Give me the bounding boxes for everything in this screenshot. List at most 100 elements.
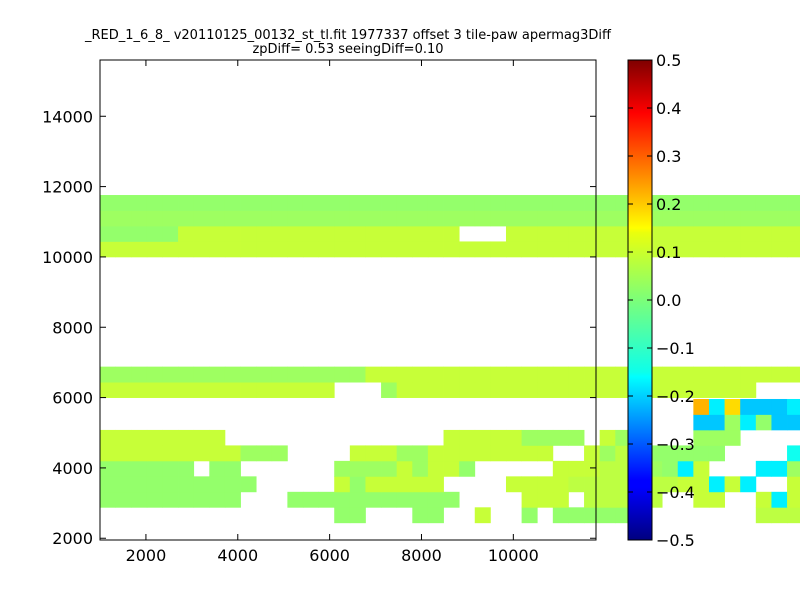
heatmap-cell <box>100 429 117 446</box>
heatmap-cell <box>443 460 460 477</box>
heatmap-cell <box>740 241 757 258</box>
heatmap-cell <box>271 382 288 398</box>
colorbar-tick-label: −0.4 <box>656 483 695 502</box>
heatmap-cell <box>724 210 741 227</box>
heatmap-cell <box>100 445 117 462</box>
heatmap-cell <box>771 225 788 242</box>
heatmap-cell <box>318 225 335 242</box>
heatmap-cell <box>209 195 226 211</box>
heatmap-cell <box>412 476 429 493</box>
heatmap-cell <box>740 366 757 383</box>
heatmap-cell <box>615 241 632 258</box>
heatmap-cell <box>240 445 257 462</box>
heatmap-cell <box>178 460 195 477</box>
heatmap-cell <box>521 429 538 446</box>
heatmap-cell <box>755 414 772 431</box>
y-tick-label: 12000 <box>42 178 93 197</box>
heatmap-cell <box>100 366 117 383</box>
heatmap-cell <box>584 210 601 227</box>
heatmap-cell <box>240 476 257 493</box>
heatmap-cell <box>599 445 616 462</box>
heatmap-cell <box>787 476 800 493</box>
heatmap-cell <box>662 382 679 398</box>
heatmap-cell <box>771 460 788 477</box>
heatmap-cell <box>412 382 429 398</box>
heatmap-cell <box>537 210 554 227</box>
heatmap-cell <box>115 445 132 462</box>
heatmap-cell <box>412 507 429 524</box>
heatmap-cell <box>318 241 335 258</box>
heatmap-cell <box>693 195 710 211</box>
plot-area: 2000 4000 6000 8000 10000 2000 4000 6000 8000 10… <box>42 59 800 565</box>
heatmap-cell <box>381 210 398 227</box>
heatmap-cell <box>490 382 507 398</box>
heatmap-cell <box>537 225 554 242</box>
heatmap-cell <box>146 225 163 242</box>
heatmap-cell <box>662 195 679 211</box>
heatmap-cell <box>209 445 226 462</box>
heatmap-cell <box>131 210 148 227</box>
y-tick-label: 4000 <box>52 459 93 478</box>
heatmap-cell <box>693 210 710 227</box>
heatmap-cell <box>584 366 601 383</box>
heatmap-cell <box>708 225 725 242</box>
heatmap-cell <box>537 429 554 446</box>
heatmap-cell <box>615 366 632 383</box>
heatmap-cell <box>365 476 382 493</box>
heatmap-cell <box>100 210 117 227</box>
heatmap-cell <box>334 225 351 242</box>
heatmap-cell <box>256 210 273 227</box>
y-tick-label: 10000 <box>42 248 93 267</box>
heatmap-cell <box>568 476 585 493</box>
heatmap-cell <box>505 429 522 446</box>
heatmap-cell <box>334 210 351 227</box>
heatmap-cell <box>131 366 148 383</box>
colorbar-tick-label: −0.3 <box>656 435 695 454</box>
heatmap-cell <box>115 241 132 258</box>
heatmap-cell <box>240 210 257 227</box>
heatmap-cell <box>584 491 601 508</box>
heatmap-cell <box>334 195 351 211</box>
heatmap-cell <box>162 195 179 211</box>
heatmap-cell <box>724 195 741 211</box>
heatmap-cell <box>193 210 210 227</box>
heatmap-cell <box>662 476 679 493</box>
heatmap-cell <box>334 476 351 493</box>
heatmap-cell <box>771 195 788 211</box>
heatmap-cell <box>474 195 491 211</box>
heatmap-cell <box>740 225 757 242</box>
heatmap-cell <box>256 195 273 211</box>
heatmap-cell <box>162 445 179 462</box>
heatmap-cell <box>334 491 351 508</box>
heatmap-cell <box>552 429 569 446</box>
heatmap-cell <box>209 382 226 398</box>
heatmap-cell <box>708 429 725 446</box>
heatmap-cell <box>740 476 757 493</box>
heatmap-cell <box>552 476 569 493</box>
heatmap-cell <box>240 241 257 258</box>
heatmap-cell <box>365 366 382 383</box>
heatmap-cell <box>224 382 241 398</box>
heatmap-cell <box>459 382 476 398</box>
heatmap-cell <box>178 210 195 227</box>
heatmap-cell <box>381 366 398 383</box>
heatmap-cell <box>490 195 507 211</box>
heatmap-cell <box>521 476 538 493</box>
heatmap-cell <box>787 460 800 477</box>
heatmap-cell <box>162 210 179 227</box>
heatmap-cell <box>193 241 210 258</box>
heatmap-cell <box>677 476 694 493</box>
heatmap-cell <box>256 225 273 242</box>
chart-subtitle: zpDiff= 0.53 seeingDiff=0.10 <box>252 42 443 57</box>
heatmap-cell <box>693 476 710 493</box>
heatmap-cell <box>537 195 554 211</box>
heatmap-cell <box>724 476 741 493</box>
heatmap-cell <box>771 241 788 258</box>
heatmap-cell <box>521 241 538 258</box>
heatmap-cell <box>427 460 444 477</box>
heatmap-cell <box>459 241 476 258</box>
heatmap-cell <box>256 366 273 383</box>
heatmap-cell <box>521 210 538 227</box>
colorbar-tick-label: −0.2 <box>656 387 695 406</box>
heatmap-cell <box>349 195 366 211</box>
